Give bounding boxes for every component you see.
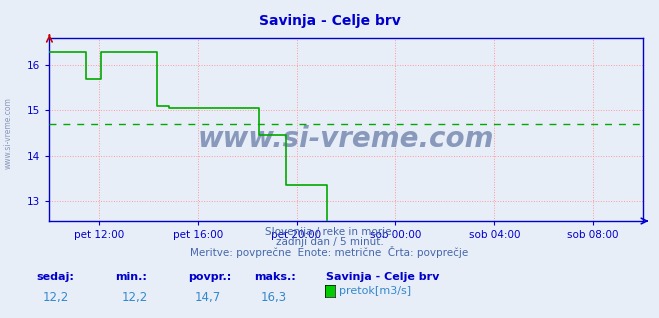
Text: www.si-vreme.com: www.si-vreme.com [198, 125, 494, 153]
Text: Savinja - Celje brv: Savinja - Celje brv [258, 14, 401, 28]
Text: 12,2: 12,2 [43, 291, 69, 304]
Text: 12,2: 12,2 [122, 291, 148, 304]
Text: maks.:: maks.: [254, 272, 295, 282]
Text: pretok[m3/s]: pretok[m3/s] [339, 286, 411, 296]
Text: povpr.:: povpr.: [188, 272, 231, 282]
Text: www.si-vreme.com: www.si-vreme.com [3, 98, 13, 169]
Text: Slovenija / reke in morje.: Slovenija / reke in morje. [264, 227, 395, 237]
Text: zadnji dan / 5 minut.: zadnji dan / 5 minut. [275, 237, 384, 247]
Text: Savinja - Celje brv: Savinja - Celje brv [326, 272, 440, 282]
Text: 16,3: 16,3 [260, 291, 287, 304]
Text: Meritve: povprečne  Enote: metrične  Črta: povprečje: Meritve: povprečne Enote: metrične Črta:… [190, 246, 469, 259]
Text: min.:: min.: [115, 272, 147, 282]
Text: sedaj:: sedaj: [36, 272, 74, 282]
Text: 14,7: 14,7 [194, 291, 221, 304]
